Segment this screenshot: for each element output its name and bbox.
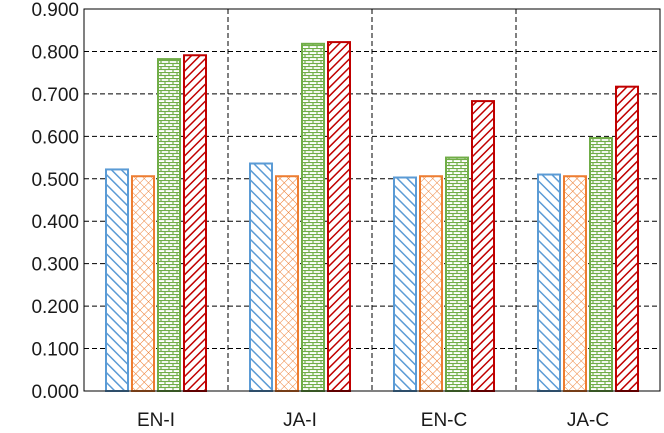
x-category-labels: EN-I JA-I EN-C JA-C [137, 410, 609, 431]
bar-series2-ja-i [275, 175, 299, 392]
y-tick-label: 0.100 [31, 340, 79, 361]
y-tick-label: 0.800 [31, 42, 79, 63]
bar-series3-en-c [445, 156, 469, 392]
bar-series4-en-c [471, 100, 495, 393]
y-tick-label: 0.200 [31, 297, 79, 318]
x-category-label: JA-I [283, 410, 317, 431]
bar-series2-ja-c [563, 175, 587, 392]
x-category-label: EN-I [137, 410, 175, 431]
x-category-label: EN-C [421, 410, 467, 431]
bar-series2-en-c [419, 175, 443, 392]
y-tick-label: 0.700 [31, 85, 79, 106]
bar-series1-ja-c [537, 173, 561, 392]
bar-series3-ja-i [301, 42, 325, 392]
y-tick-label: 0.600 [31, 127, 79, 148]
y-tick-label: 0.400 [31, 212, 79, 233]
bar-series1-en-i [105, 168, 129, 392]
x-category-label: JA-C [567, 410, 609, 431]
bar-series1-en-c [393, 176, 417, 392]
y-tick-label: 0.900 [31, 0, 79, 21]
y-tick-label: 0.000 [31, 382, 79, 403]
bar-series3-en-i [157, 58, 181, 393]
bar-series4-ja-c [615, 85, 639, 392]
bar-series4-ja-i [327, 41, 351, 393]
y-tick-label: 0.500 [31, 170, 79, 191]
y-tick-labels: 0.000 0.100 0.200 0.300 0.400 0.500 0.600 0.700… [31, 0, 79, 403]
bar-series1-ja-i [249, 162, 273, 392]
plot-frame [83, 8, 661, 392]
bar-series3-ja-c [589, 137, 613, 392]
y-tick-label: 0.300 [31, 255, 79, 276]
axes [83, 8, 661, 392]
bar-series4-en-i [183, 54, 207, 393]
bar-series2-en-i [131, 175, 155, 392]
